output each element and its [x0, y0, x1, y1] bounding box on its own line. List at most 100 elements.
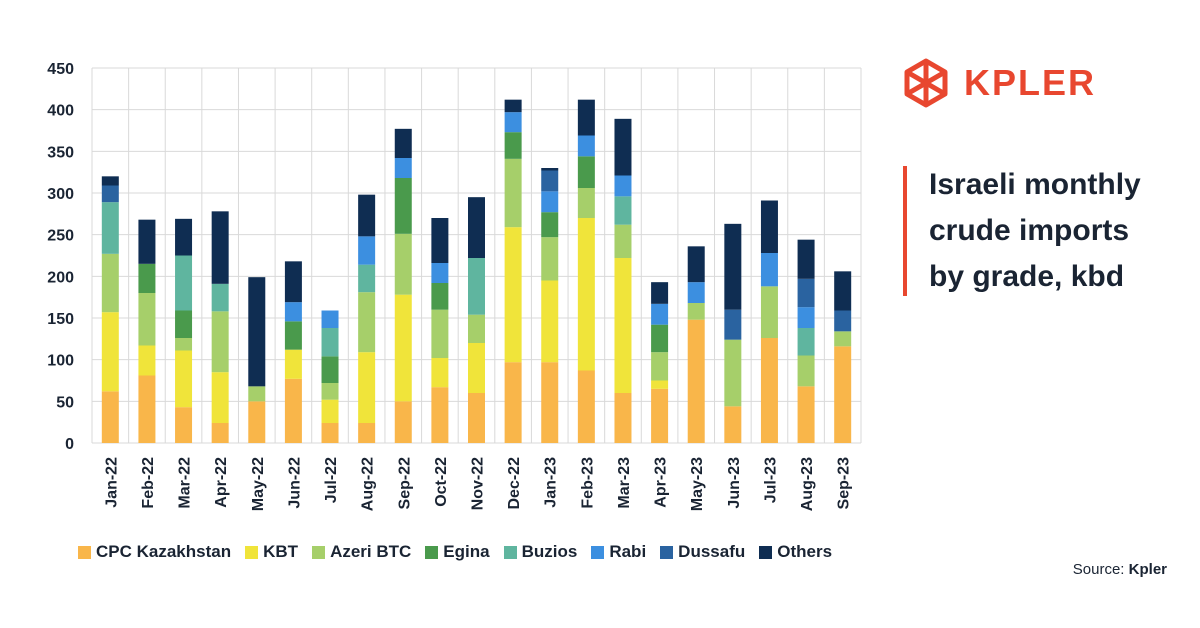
bar-segment-rabi	[541, 191, 559, 213]
bars	[101, 99, 852, 443]
y-tick-label: 0	[65, 436, 74, 453]
x-tick-label: Feb-23	[579, 457, 596, 509]
legend-swatch	[425, 545, 439, 559]
bar-segment-cpc-kazakhstan	[760, 338, 778, 443]
bar-segment-others	[358, 194, 376, 237]
bar-segment-others	[504, 99, 522, 113]
x-tick-label: Jan-23	[543, 457, 560, 508]
bar-segment-egina	[138, 263, 156, 293]
bar-segment-others	[724, 223, 742, 310]
y-tick-label: 400	[47, 103, 74, 120]
bar-segment-cpc-kazakhstan	[577, 370, 595, 443]
bar-segment-others	[394, 128, 412, 158]
x-tick-label: Feb-22	[140, 457, 157, 509]
bar-segment-others	[101, 176, 119, 186]
bar-segment-egina	[284, 321, 302, 350]
y-tick-label: 250	[47, 228, 74, 245]
bar-segment-others	[431, 218, 449, 263]
bar-segment-azeri-btc	[614, 224, 632, 258]
bar-segment-kbt	[577, 218, 595, 371]
bar-segment-egina	[651, 324, 669, 353]
x-tick-label: May-22	[250, 457, 267, 511]
y-axis-ticks: 0 50 100 150 200 250 300 350 400 450	[47, 61, 74, 453]
bar-segment-rabi	[687, 282, 705, 303]
bar-segment-azeri-btc	[504, 158, 522, 228]
legend-item: CPC Kazakhstan	[78, 542, 231, 562]
x-tick-label: Mar-22	[177, 457, 194, 509]
x-tick-label: Apr-23	[653, 457, 670, 508]
bar-segment-kbt	[284, 349, 302, 379]
bar-segment-rabi	[284, 302, 302, 322]
bar-segment-azeri-btc	[541, 237, 559, 281]
bar-segment-dussafu	[834, 310, 852, 332]
x-tick-label: Jul-23	[762, 457, 779, 503]
x-tick-label: Aug-23	[799, 457, 816, 511]
bar-segment-kbt	[468, 343, 485, 393]
bar-segment-azeri-btc	[651, 352, 669, 381]
bar-segment-cpc-kazakhstan	[541, 362, 559, 443]
source-note: Source: Kpler	[1073, 561, 1167, 578]
chart-legend: CPC Kazakhstan KBT Azeri BTC Egina Buzios Rab…	[78, 542, 832, 562]
legend-item: KBT	[245, 542, 298, 562]
bar-segment-others	[248, 277, 266, 387]
bar-segment-rabi	[614, 175, 632, 197]
bar-segment-azeri-btc	[577, 188, 595, 218]
bar-segment-egina	[321, 356, 339, 383]
bar-segment-cpc-kazakhstan	[284, 378, 302, 443]
title-block: Israeli monthly crude imports by grade, …	[903, 166, 1169, 296]
source-label: Source:	[1072, 561, 1125, 578]
bar-segment-kbt	[321, 399, 339, 423]
bar-segment-kbt	[358, 352, 376, 423]
bar-segment-egina	[394, 178, 412, 234]
bar-segment-cpc-kazakhstan	[431, 387, 449, 443]
legend-item: Dussafu	[660, 542, 745, 562]
legend-swatch	[78, 545, 91, 559]
bar-segment-buzios	[468, 258, 485, 315]
bar-segment-buzios	[358, 264, 376, 293]
bar-segment-others	[577, 99, 595, 136]
bar-segment-others	[797, 239, 815, 279]
bar-segment-cpc-kazakhstan	[138, 375, 156, 443]
bar-segment-kbt	[394, 294, 412, 402]
legend-swatch	[660, 545, 674, 559]
bar-segment-rabi	[760, 253, 778, 287]
y-tick-label: 300	[47, 186, 74, 203]
bar-segment-others	[760, 200, 778, 253]
bar-segment-others	[614, 118, 632, 176]
bar-segment-dussafu	[724, 309, 742, 340]
legend-label: Buzios	[521, 542, 578, 561]
x-tick-label: Jun-23	[726, 457, 743, 509]
bar-segment-others	[211, 211, 229, 284]
legend-item: Rabi	[591, 542, 646, 562]
legend-item: Azeri BTC	[312, 542, 411, 562]
x-axis-ticks: Jan-22 Feb-22 Mar-22 Apr-22 May-22 Jun-22 Jul-…	[103, 457, 852, 511]
y-tick-label: 100	[47, 353, 74, 370]
bar-segment-rabi	[431, 263, 449, 283]
x-tick-label: Sep-22	[396, 457, 413, 510]
y-tick-label: 150	[47, 311, 74, 328]
bar-segment-azeri-btc	[321, 383, 339, 400]
bar-segment-kbt	[504, 227, 522, 363]
bar-segment-buzios	[321, 328, 339, 357]
y-tick-label: 50	[56, 394, 74, 411]
bar-segment-cpc-kazakhstan	[687, 319, 705, 443]
bar-segment-dussafu	[797, 278, 815, 308]
bar-segment-buzios	[614, 196, 632, 225]
bar-segment-rabi	[577, 135, 595, 157]
bar-segment-cpc-kazakhstan	[468, 393, 485, 443]
bar-segment-azeri-btc	[211, 311, 229, 373]
bar-segment-others	[687, 246, 705, 283]
bar-segment-azeri-btc	[834, 331, 852, 347]
bar-segment-kbt	[175, 350, 193, 408]
bar-segment-azeri-btc	[797, 355, 815, 387]
bar-segment-kbt	[138, 345, 156, 376]
x-tick-label: Oct-22	[433, 457, 450, 507]
bar-segment-rabi	[321, 310, 339, 328]
bar-segment-others	[541, 168, 559, 171]
bar-segment-kbt	[541, 280, 559, 363]
bar-segment-egina	[175, 310, 193, 338]
bar-segment-others	[284, 261, 302, 303]
bar-segment-azeri-btc	[687, 303, 705, 320]
bar-segment-kbt	[211, 372, 229, 423]
